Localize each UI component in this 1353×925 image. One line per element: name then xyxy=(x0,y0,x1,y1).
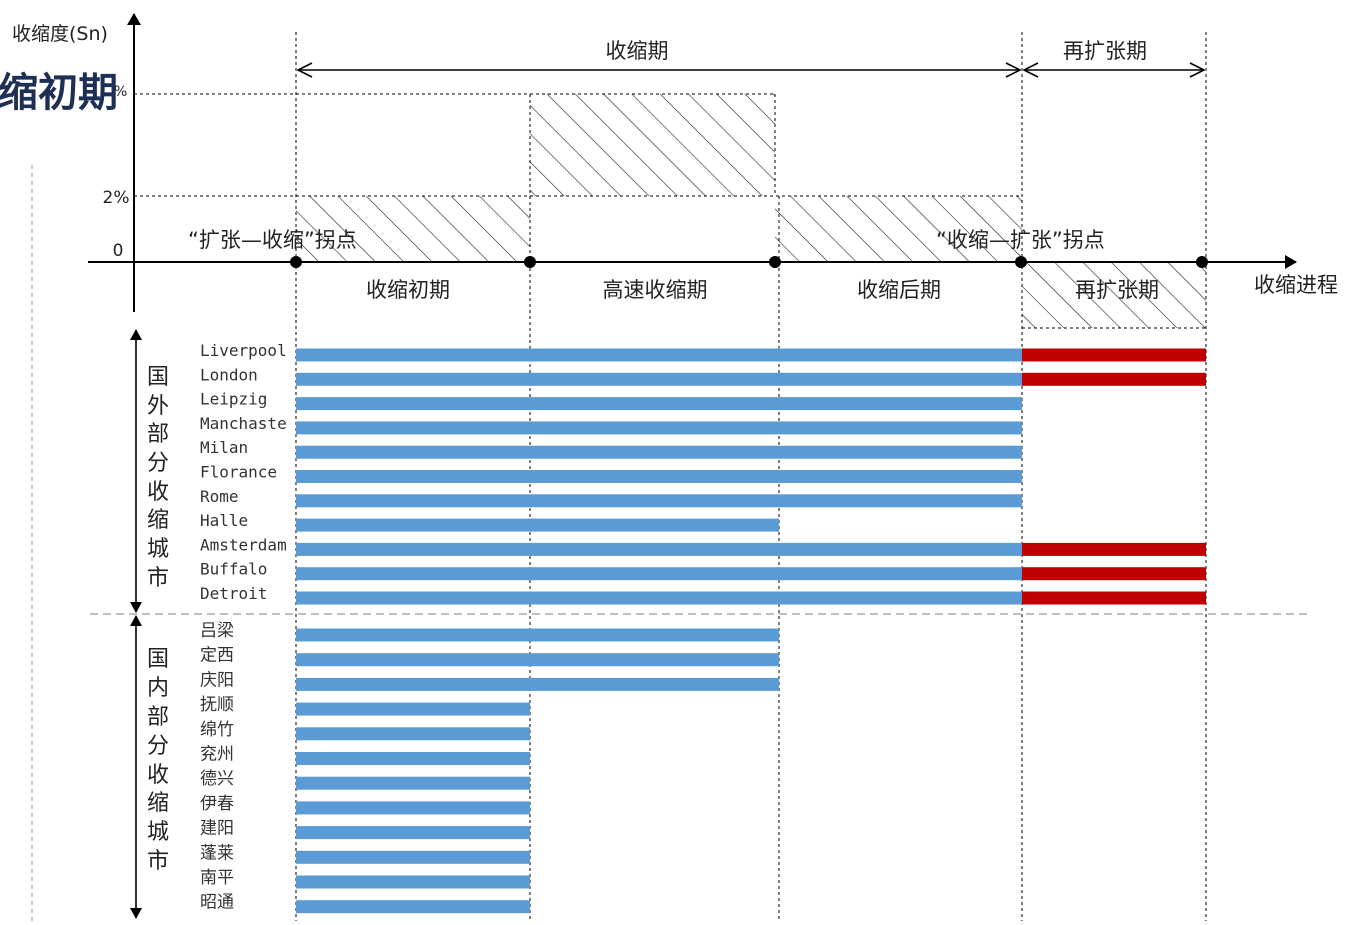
phase-label: 再扩张期 xyxy=(1075,278,1159,302)
phase-label: 高速收缩期 xyxy=(603,278,708,302)
city-label: 定西 xyxy=(200,646,234,666)
page-title: 缩初期 xyxy=(0,70,118,116)
contraction-bar xyxy=(296,727,530,741)
contraction-bar xyxy=(296,653,779,667)
contraction-bar xyxy=(296,372,1022,386)
city-label: 庆阳 xyxy=(200,670,234,690)
contraction-bar xyxy=(296,494,1022,508)
reexpansion-bar xyxy=(1022,567,1206,581)
contraction-bar xyxy=(296,421,1022,435)
group-char: 国 xyxy=(147,365,169,390)
phase-label: 收缩后期 xyxy=(857,278,941,302)
contraction-bar xyxy=(296,826,530,840)
city-label: 南平 xyxy=(200,868,234,888)
group-char: 分 xyxy=(147,451,169,476)
title-percent: % xyxy=(114,84,127,100)
group-char: 缩 xyxy=(147,791,169,816)
hatch-early xyxy=(296,196,530,262)
contraction-bar xyxy=(296,518,779,532)
reexpansion-bar xyxy=(1022,372,1206,386)
stage-point xyxy=(1196,256,1208,268)
stage-point xyxy=(1015,256,1027,268)
group-char: 城 xyxy=(147,537,169,562)
city-label: 伊春 xyxy=(200,794,234,814)
contraction-bar xyxy=(296,801,530,815)
city-label: Milan xyxy=(200,438,248,457)
group-char: 城 xyxy=(147,820,169,845)
group-char: 分 xyxy=(147,734,169,759)
hatch-rapid xyxy=(530,94,775,196)
group-char: 缩 xyxy=(147,508,169,533)
y-tick-2pct: 2% xyxy=(103,188,130,208)
contraction-bar xyxy=(296,628,779,642)
city-label: Manchaste xyxy=(200,414,287,433)
city-label: 吕梁 xyxy=(200,621,234,641)
group-char: 市 xyxy=(147,849,169,874)
turning-point-contract-expand: “收缩—扩张”拐点 xyxy=(936,228,1105,252)
city-label: 昭通 xyxy=(200,893,234,913)
group-char: 外 xyxy=(147,394,169,419)
city-bars xyxy=(296,348,1206,914)
city-label: Leipzig xyxy=(200,390,267,409)
contraction-bar xyxy=(296,542,1022,556)
city-label: 蓬莱 xyxy=(200,843,234,863)
reexpansion-span-label: 再扩张期 xyxy=(1063,39,1147,63)
contraction-bar xyxy=(296,776,530,790)
city-label: Amsterdam xyxy=(200,535,287,554)
stage-point xyxy=(290,256,302,268)
city-label: Halle xyxy=(200,511,248,530)
city-label: 建阳 xyxy=(200,819,234,839)
city-label: 抚顺 xyxy=(200,695,234,715)
turning-point-expand-contract: “扩张—收缩”拐点 xyxy=(188,228,357,252)
city-label: Florance xyxy=(200,463,277,482)
contraction-bar xyxy=(296,445,1022,459)
city-label: Detroit xyxy=(200,584,267,603)
reexpansion-bar xyxy=(1022,348,1206,362)
hatch-reexpansion xyxy=(1022,262,1206,328)
city-label: 德兴 xyxy=(200,769,234,789)
group-char: 市 xyxy=(147,566,169,591)
reexpansion-bar xyxy=(1022,542,1206,556)
group-char: 部 xyxy=(147,705,169,730)
city-label: 兖州 xyxy=(200,745,234,765)
contraction-bar xyxy=(296,702,530,716)
group-char: 收 xyxy=(147,480,169,505)
stage-point xyxy=(524,256,536,268)
contraction-bar xyxy=(296,397,1022,411)
city-label: Buffalo xyxy=(200,560,267,579)
group-char: 收 xyxy=(147,763,169,788)
y-tick-0: 0 xyxy=(113,241,124,261)
contraction-bar xyxy=(296,677,779,691)
contraction-span-label: 收缩期 xyxy=(606,39,669,63)
city-label: 绵竹 xyxy=(200,720,234,740)
contraction-bar xyxy=(296,752,530,765)
x-axis-label: 收缩进程 xyxy=(1254,273,1338,297)
city-label: Rome xyxy=(200,487,239,506)
contraction-bar xyxy=(296,470,1022,483)
city-labels: Liverpool London Leipzig Manchaste Milan Flor… xyxy=(200,341,287,913)
contraction-bar xyxy=(296,850,530,864)
y-axis-label: 收缩度(Sn) xyxy=(12,23,108,45)
contraction-bar xyxy=(296,348,1022,362)
contraction-bar xyxy=(296,875,530,889)
contraction-bar xyxy=(296,567,1022,581)
group-char: 部 xyxy=(147,422,169,447)
stage-point xyxy=(769,256,781,268)
city-label: London xyxy=(200,365,258,384)
contraction-bar xyxy=(296,591,1022,605)
city-label: Liverpool xyxy=(200,341,287,360)
group-char: 国 xyxy=(147,647,169,672)
group-char: 内 xyxy=(147,676,169,701)
phase-label: 收缩初期 xyxy=(366,278,450,302)
hatch-late xyxy=(775,196,1022,262)
domestic-group-label: 国 内 部 分 收 缩 城 市 xyxy=(147,647,169,874)
foreign-group-label: 国 外 部 分 收 缩 城 市 xyxy=(147,365,169,591)
contraction-bar xyxy=(296,900,530,914)
reexpansion-bar xyxy=(1022,591,1206,605)
